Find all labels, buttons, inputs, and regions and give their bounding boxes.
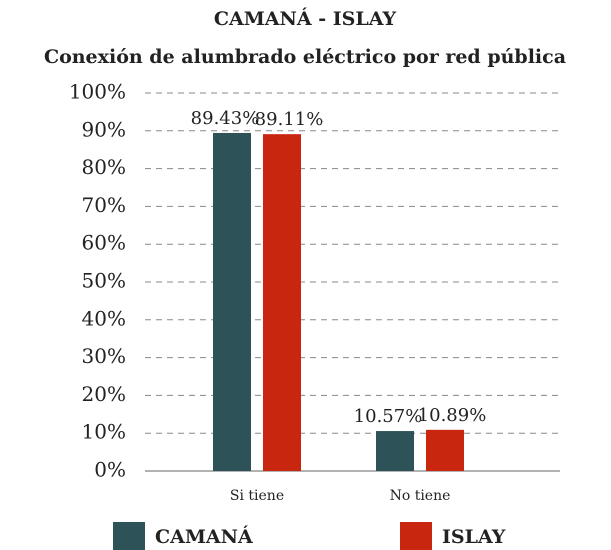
y-tick-label: 30% — [82, 344, 126, 368]
legend-swatch — [113, 522, 145, 550]
bar — [213, 132, 251, 472]
y-tick-label: 80% — [82, 155, 126, 179]
bar — [376, 431, 414, 471]
y-tick-label: 50% — [82, 269, 126, 293]
value-label: 89.11% — [255, 109, 324, 130]
y-tick-label: 70% — [82, 193, 126, 217]
bar — [426, 429, 464, 471]
bar — [263, 134, 301, 472]
y-tick-label: 100% — [69, 80, 126, 104]
value-label: 10.57% — [354, 406, 423, 427]
y-tick-label: 40% — [82, 306, 126, 330]
y-tick-label: 10% — [82, 420, 126, 444]
legend-swatch — [400, 522, 432, 550]
legend-label: ISLAY — [442, 526, 506, 548]
x-tick-label: No tiene — [390, 488, 451, 504]
y-tick-label: 60% — [82, 231, 126, 255]
x-tick-label: Si tiene — [230, 488, 284, 504]
chart-title: CAMANÁ - ISLAY — [214, 7, 397, 30]
chart-subtitle: Conexión de alumbrado eléctrico por red … — [44, 46, 566, 68]
y-tick-label: 90% — [82, 117, 126, 141]
y-tick-label: 20% — [82, 382, 126, 406]
y-tick-label: 0% — [94, 458, 126, 482]
value-label: 10.89% — [418, 405, 487, 426]
value-label: 89.43% — [191, 108, 260, 129]
legend-label: CAMANÁ — [155, 525, 253, 548]
